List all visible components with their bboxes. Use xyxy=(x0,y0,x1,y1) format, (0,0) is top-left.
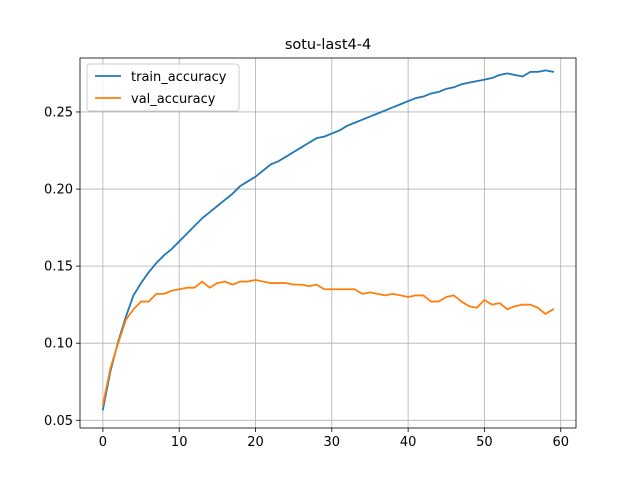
y-tick-label: 0.25 xyxy=(44,105,73,120)
plot-area-frame xyxy=(79,57,577,429)
x-tick-label: 60 xyxy=(552,435,569,450)
series-line-val-accuracy xyxy=(101,279,555,406)
legend-label-train: train_accuracy xyxy=(131,70,227,85)
series-layer xyxy=(101,69,555,411)
x-tick-label: 30 xyxy=(324,435,341,450)
y-tick-label: 0.10 xyxy=(44,337,73,352)
legend-box xyxy=(86,63,240,112)
y-tick-label: 0.15 xyxy=(44,260,73,275)
series-line-train-accuracy xyxy=(101,69,555,411)
x-tick-label: 50 xyxy=(476,435,493,450)
x-tick-label: 20 xyxy=(247,435,264,450)
y-tick-label: 0.20 xyxy=(44,183,73,198)
x-tick-label: 0 xyxy=(99,435,107,450)
chart-title: sotu-last4-4 xyxy=(285,37,371,53)
x-tick-label: 40 xyxy=(400,435,417,450)
y-tick-label: 0.05 xyxy=(44,414,73,429)
legend: train_accuracy val_accuracy xyxy=(86,63,240,112)
x-tick-label: 10 xyxy=(171,435,188,450)
axis-ticks: 0 10 20 30 40 50 60 0.05 0.10 0.15 0.20 0.25 xyxy=(44,105,569,450)
legend-label-val: val_accuracy xyxy=(131,92,216,107)
grid xyxy=(80,58,576,428)
